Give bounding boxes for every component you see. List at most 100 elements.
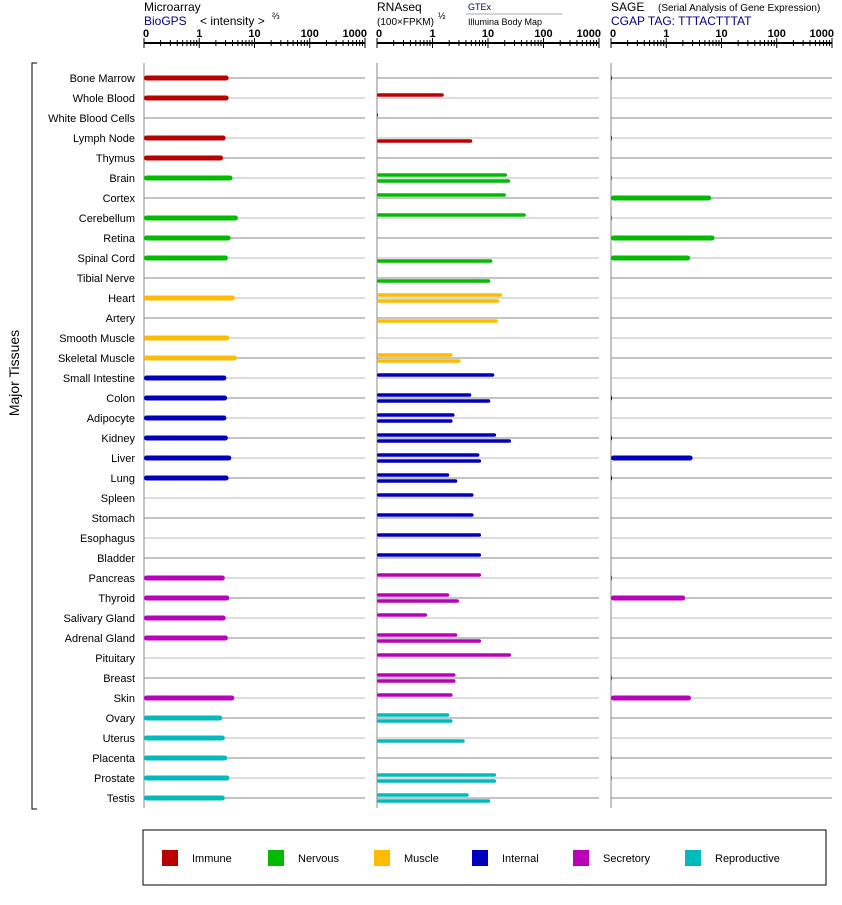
rnaseq-illumina-bar (377, 139, 473, 143)
tissue-label: Spleen (101, 493, 135, 505)
intensity-exponent: ⅔ (272, 11, 280, 21)
tissue-label: Bone Marrow (70, 73, 135, 85)
tissue-label: Adipocyte (87, 413, 135, 425)
tissue-label: Thymus (96, 153, 136, 165)
rnaseq-gtex-bar (377, 793, 469, 797)
tissue-label: Breast (103, 673, 135, 685)
tissue-label: Kidney (101, 433, 135, 445)
rnaseq-gtex-bar (377, 573, 482, 577)
tissue-label: Testis (107, 793, 136, 805)
sage-subtitle: (Serial Analysis of Gene Expression) (658, 3, 820, 14)
cgap-tag-link[interactable]: CGAP TAG: TTTACTTTAT (611, 14, 752, 28)
tissue-label: Heart (108, 293, 135, 305)
microarray-bar (144, 175, 233, 181)
rnaseq-gtex-bar (377, 193, 506, 197)
rnaseq-illumina-bar (377, 399, 491, 403)
illumina-body-map-label: Illumina Body Map (468, 17, 542, 27)
rnaseq-gtex-bar (377, 773, 497, 777)
tissue-label: Lymph Node (73, 133, 135, 145)
rnaseq-gtex-bar (377, 513, 474, 517)
biogps-link[interactable]: BioGPS (144, 14, 187, 28)
rnaseq-gtex-bar (377, 293, 503, 297)
rnaseq-gtex-bar (377, 433, 497, 437)
tissue-label: Uterus (103, 733, 136, 745)
tissue-label: Lung (111, 473, 135, 485)
rnaseq-illumina-bar (377, 279, 491, 283)
tissue-label: Brain (109, 173, 135, 185)
rnaseq-title: RNAseq (377, 0, 422, 14)
legend-label-secretory: Secretory (603, 853, 651, 865)
rnaseq-gtex-bar (377, 473, 450, 477)
microarray-bar (144, 595, 230, 601)
tissue-label: Skin (114, 693, 135, 705)
microarray-bar (144, 635, 228, 641)
microarray-bar (144, 95, 229, 101)
tissue-label: Skeletal Muscle (58, 353, 135, 365)
sage-bar (611, 695, 691, 701)
sage-title: SAGE (611, 0, 644, 14)
sage-tick-label: 10 (715, 28, 727, 40)
microarray-tick-label: 0 (143, 28, 149, 40)
tissue-label: White Blood Cells (48, 113, 135, 125)
fpkm-label: (100×FPKM) (377, 17, 434, 28)
tissue-label: Salivary Gland (63, 613, 135, 625)
sage-bar (611, 455, 693, 461)
rnaseq-illumina-bar (377, 779, 497, 783)
sage-bar (611, 175, 612, 181)
legend-swatch-reproductive (685, 850, 701, 866)
rnaseq-gtex-bar (377, 493, 474, 497)
microarray-bar (144, 375, 227, 381)
microarray-bar (144, 75, 229, 81)
rnaseq-illumina-bar (377, 439, 512, 443)
tissue-label: Stomach (92, 513, 135, 525)
rnaseq-illumina-bar (377, 259, 493, 263)
rnaseq-tick-label: 1000 (577, 28, 601, 40)
microarray-tick-label: 1 (196, 28, 202, 40)
rnaseq-illumina-bar (377, 739, 465, 743)
microarray-bar (144, 155, 224, 161)
tissue-label: Esophagus (80, 533, 136, 545)
legend-swatch-secretory (573, 850, 589, 866)
microarray-title: Microarray (144, 0, 201, 14)
sage-bar (611, 575, 612, 581)
rnaseq-gtex-bar (377, 633, 458, 637)
rnaseq-illumina-bar (377, 639, 482, 643)
sage-bar (611, 755, 612, 761)
legend-label-internal: Internal (502, 853, 539, 865)
rnaseq-illumina-bar (377, 359, 461, 363)
microarray-bar (144, 455, 232, 461)
rnaseq-gtex-bar (377, 373, 495, 377)
rnaseq-gtex-bar (377, 613, 428, 617)
tissue-label: Liver (111, 453, 135, 465)
tissue-label: Prostate (94, 773, 135, 785)
rnaseq-gtex-bar (377, 213, 526, 217)
rnaseq-tick-label: 1 (429, 28, 435, 40)
tissue-label: Bladder (97, 553, 135, 565)
microarray-bar (144, 415, 227, 421)
tissue-label: Pancreas (89, 573, 136, 585)
tissue-label: Pituitary (95, 653, 135, 665)
sage-bar (611, 475, 612, 481)
microarray-bar (144, 255, 228, 261)
rnaseq-illumina-bar (377, 299, 500, 303)
tissue-label: Cortex (103, 193, 136, 205)
rnaseq-gtex-bar (377, 113, 378, 117)
rnaseq-gtex-bar (377, 453, 480, 457)
rnaseq-gtex-bar (377, 393, 472, 397)
rnaseq-illumina-bar (377, 419, 453, 423)
microarray-tick-label: 10 (248, 28, 260, 40)
sage-tick-label: 0 (610, 28, 616, 40)
sage-tick-label: 1 (663, 28, 669, 40)
legend-label-muscle: Muscle (404, 853, 439, 865)
sage-bar (611, 135, 612, 141)
rnaseq-gtex-bar (377, 533, 482, 537)
microarray-tick-label: 1000 (343, 28, 367, 40)
intensity-label: < intensity > (200, 14, 265, 28)
gtex-link[interactable]: GTEx (468, 2, 492, 12)
sage-bar (611, 435, 612, 441)
rnaseq-gtex-bar (377, 673, 456, 677)
tissue-label: Placenta (92, 753, 136, 765)
microarray-bar (144, 475, 229, 481)
